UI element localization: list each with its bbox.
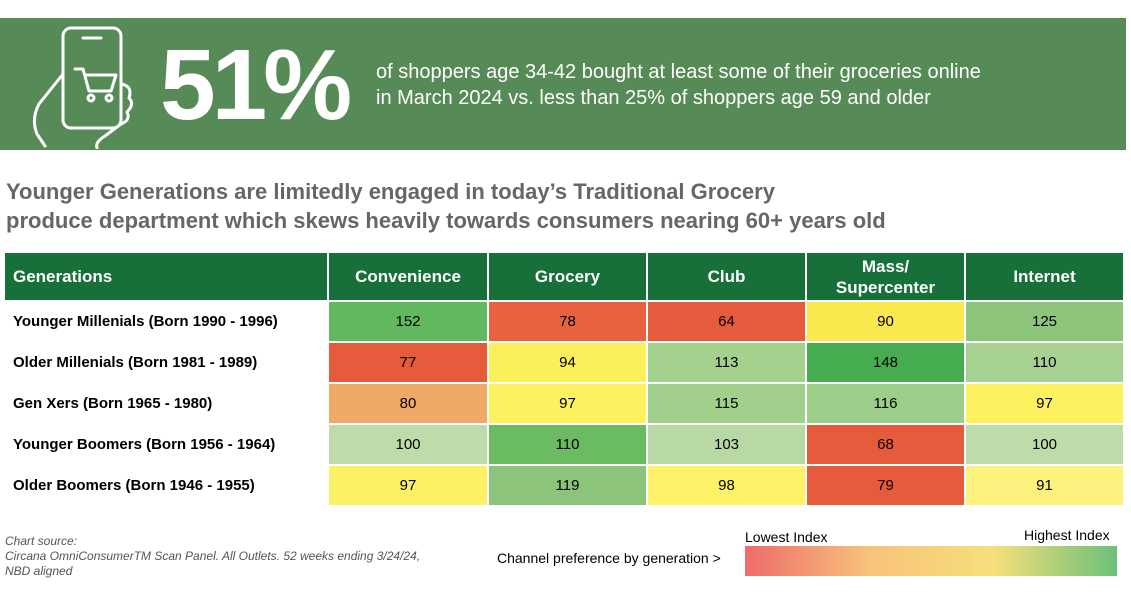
- legend-gradient: [745, 546, 1117, 576]
- index-cell: 119: [487, 464, 648, 507]
- index-cell: 148: [805, 341, 966, 384]
- index-cell: 77: [327, 341, 489, 384]
- banner-text: in March 2024 vs. less than 25% of shopp…: [376, 87, 931, 109]
- source-text: NBD aligned: [5, 564, 73, 578]
- banner-text: of shoppers age 34-42 bought at least so…: [376, 61, 981, 83]
- heading: produce department which skews heavily t…: [6, 208, 886, 233]
- index-cell: 110: [487, 423, 648, 466]
- header-row: Generations Convenience Grocery Club Mass/ S…: [3, 251, 1125, 302]
- index-cell: 98: [646, 464, 807, 507]
- row-label: Older Millenials (Born 1981 - 1989): [3, 341, 329, 384]
- index-cell: 91: [964, 464, 1125, 507]
- phone-icon: [32, 26, 134, 149]
- stat: 51%: [160, 29, 352, 141]
- banner: 51% of shoppers age 34-42 bought at leas…: [0, 18, 1126, 150]
- legend-low: Lowest Index: [745, 529, 828, 545]
- index-cell: 90: [805, 300, 966, 343]
- table-row: Younger Boomers (Born 1956 - 1964) 100 110…: [3, 423, 1125, 466]
- column-header: Generations: [3, 251, 329, 302]
- row-label: Gen Xers (Born 1965 - 1980): [3, 382, 329, 425]
- index-cell: 79: [805, 464, 966, 507]
- index-cell: 80: [327, 382, 489, 425]
- table-row: Younger Millenials (Born 1990 - 1996) 152…: [3, 300, 1125, 343]
- column-header: Internet: [964, 251, 1125, 302]
- column-header: Grocery: [487, 251, 648, 302]
- table: Generations Convenience Grocery Club Mass/ S…: [3, 251, 1125, 507]
- source-text: Circana OmniConsumerTM Scan Panel. All O…: [5, 549, 421, 563]
- column-header: Club: [646, 251, 807, 302]
- row-label: Older Boomers (Born 1946 - 1955): [3, 464, 329, 507]
- index-cell: 78: [487, 300, 648, 343]
- index-cell: 94: [487, 341, 648, 384]
- table-row: Gen Xers (Born 1965 - 1980) 80 97 115 116 97: [3, 382, 1125, 425]
- index-cell: 97: [964, 382, 1125, 425]
- legend-caption: Channel preference by generation >: [497, 550, 721, 566]
- table-row: Older Millenials (Born 1981 - 1989) 77 94 1…: [3, 341, 1125, 384]
- index-cell: 97: [487, 382, 648, 425]
- heading: Younger Generations are limitedly engage…: [6, 179, 775, 204]
- index-cell: 103: [646, 423, 807, 466]
- index-cell: 116: [805, 382, 966, 425]
- source-label: Chart source:: [5, 534, 78, 548]
- index-cell: 97: [327, 464, 489, 507]
- legend-high: Highest Index: [1024, 527, 1110, 543]
- index-cell: 68: [805, 423, 966, 466]
- index-cell: 110: [964, 341, 1125, 384]
- column-header: Convenience: [327, 251, 489, 302]
- column-header: Mass/ Supercenter: [805, 251, 966, 302]
- index-cell: 113: [646, 341, 807, 384]
- index-cell: 125: [964, 300, 1125, 343]
- index-cell: 152: [327, 300, 489, 343]
- row-label: Younger Millenials (Born 1990 - 1996): [3, 300, 329, 343]
- index-cell: 64: [646, 300, 807, 343]
- row-label: Younger Boomers (Born 1956 - 1964): [3, 423, 329, 466]
- index-cell: 100: [327, 423, 489, 466]
- table-row: Older Boomers (Born 1946 - 1955) 97 119 98 7…: [3, 464, 1125, 507]
- index-cell: 115: [646, 382, 807, 425]
- index-cell: 100: [964, 423, 1125, 466]
